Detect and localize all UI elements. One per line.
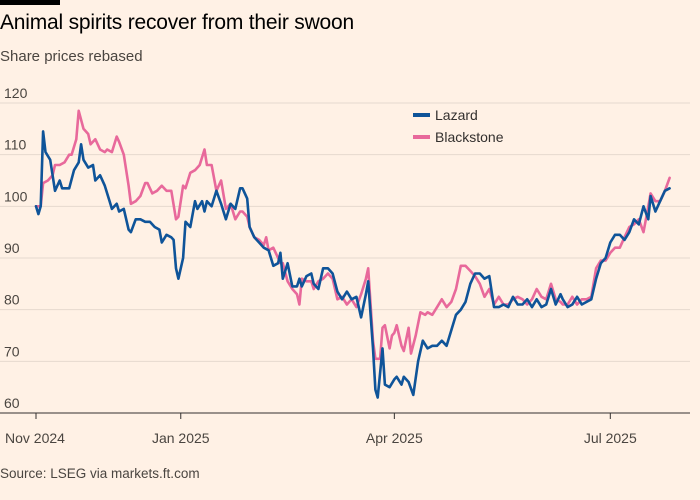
- y-tick-label-90: 90: [4, 240, 20, 256]
- chart-title: Animal spirits recover from their swoon: [0, 11, 354, 34]
- legend-swatch-blackstone: [413, 135, 430, 139]
- series-line-blackstone: [34, 109, 671, 361]
- y-tick-label-70: 70: [4, 343, 20, 359]
- legend: Lazard Blackstone: [413, 107, 504, 145]
- x-tick-label-0: Nov 2024: [5, 430, 65, 446]
- series-layer: [34, 109, 671, 399]
- x-tick-label-3: Jul 2025: [584, 430, 637, 446]
- legend-label-blackstone: Blackstone: [435, 129, 504, 145]
- chart-subtitle: Share prices rebased: [0, 48, 143, 65]
- y-tick-label-100: 100: [4, 188, 28, 204]
- y-tick-label-110: 110: [4, 137, 27, 153]
- y-tick-label-120: 120: [4, 85, 28, 101]
- x-tick-label-2: Apr 2025: [366, 430, 423, 446]
- ft-top-bar: [0, 0, 60, 5]
- grid-layer: 120 110 100 90 80 70 60: [0, 85, 690, 411]
- x-tick-label-1: Jan 2025: [152, 430, 210, 446]
- y-tick-label-60: 60: [4, 395, 20, 411]
- y-tick-label-80: 80: [4, 292, 20, 308]
- series-line-lazard: [34, 130, 671, 399]
- legend-swatch-lazard: [413, 113, 430, 117]
- source-note: Source: LSEG via markets.ft.com: [0, 466, 200, 481]
- legend-label-lazard: Lazard: [435, 107, 478, 123]
- x-axis: Nov 2024 Jan 2025 Apr 2025 Jul 2025: [0, 412, 690, 446]
